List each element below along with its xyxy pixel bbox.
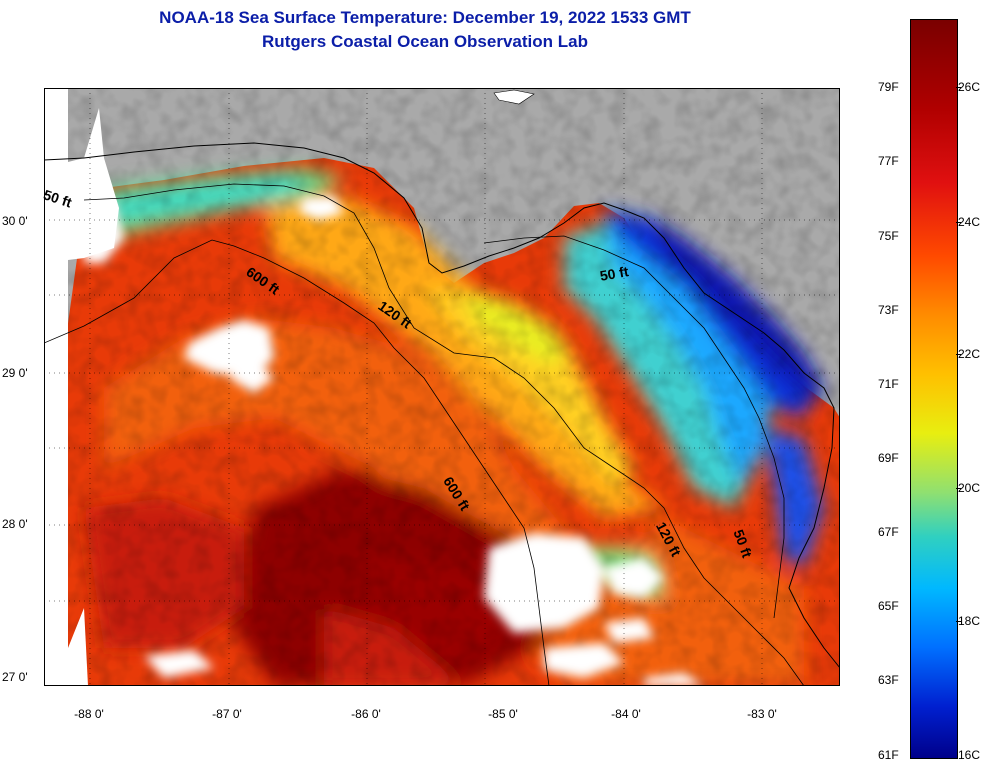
- latitude-label: 27 0': [2, 670, 28, 684]
- latitude-label: 28 0': [2, 517, 28, 531]
- colorbar-label-celsius: 16C: [958, 748, 981, 762]
- temperature-colorbar: [910, 19, 958, 759]
- longitude-label: -83 0': [747, 707, 777, 721]
- colorbar-label-fahrenheit: 75F: [878, 229, 899, 243]
- colorbar-label-fahrenheit: 63F: [878, 673, 899, 687]
- colorbar-label-celsius: 22C: [958, 347, 981, 361]
- isobath-lines: [44, 183, 805, 686]
- colorbar-label-celsius: 26C: [958, 80, 981, 94]
- colorbar-label-celsius: 20C: [958, 481, 981, 495]
- map-title: NOAA-18 Sea Surface Temperature: Decembe…: [159, 8, 691, 27]
- colorbar-label-celsius: 24C: [958, 215, 981, 229]
- longitude-label: -88 0': [74, 707, 104, 721]
- latitude-label: 30 0': [2, 214, 28, 228]
- longitude-label: -87 0': [212, 707, 242, 721]
- colorbar-label-celsius: 18C: [958, 614, 981, 628]
- colorbar-label-fahrenheit: 61F: [878, 748, 899, 762]
- colorbar-label-fahrenheit: 73F: [878, 303, 899, 317]
- sst-map: [44, 88, 840, 686]
- cloud-cover: [84, 196, 704, 686]
- colorbar-label-fahrenheit: 79F: [878, 80, 899, 94]
- longitude-label: -86 0': [351, 707, 381, 721]
- longitude-label: -85 0': [488, 707, 518, 721]
- latitude-label: 29 0': [2, 366, 28, 380]
- colorbar-label-fahrenheit: 67F: [878, 525, 899, 539]
- longitude-label: -84 0': [611, 707, 641, 721]
- coastline: [44, 142, 840, 669]
- colorbar-label-fahrenheit: 71F: [878, 377, 899, 391]
- map-subtitle: Rutgers Coastal Ocean Observation Lab: [262, 32, 588, 51]
- colorbar-label-fahrenheit: 69F: [878, 451, 899, 465]
- colorbar-label-fahrenheit: 77F: [878, 154, 899, 168]
- colorbar-label-fahrenheit: 65F: [878, 599, 899, 613]
